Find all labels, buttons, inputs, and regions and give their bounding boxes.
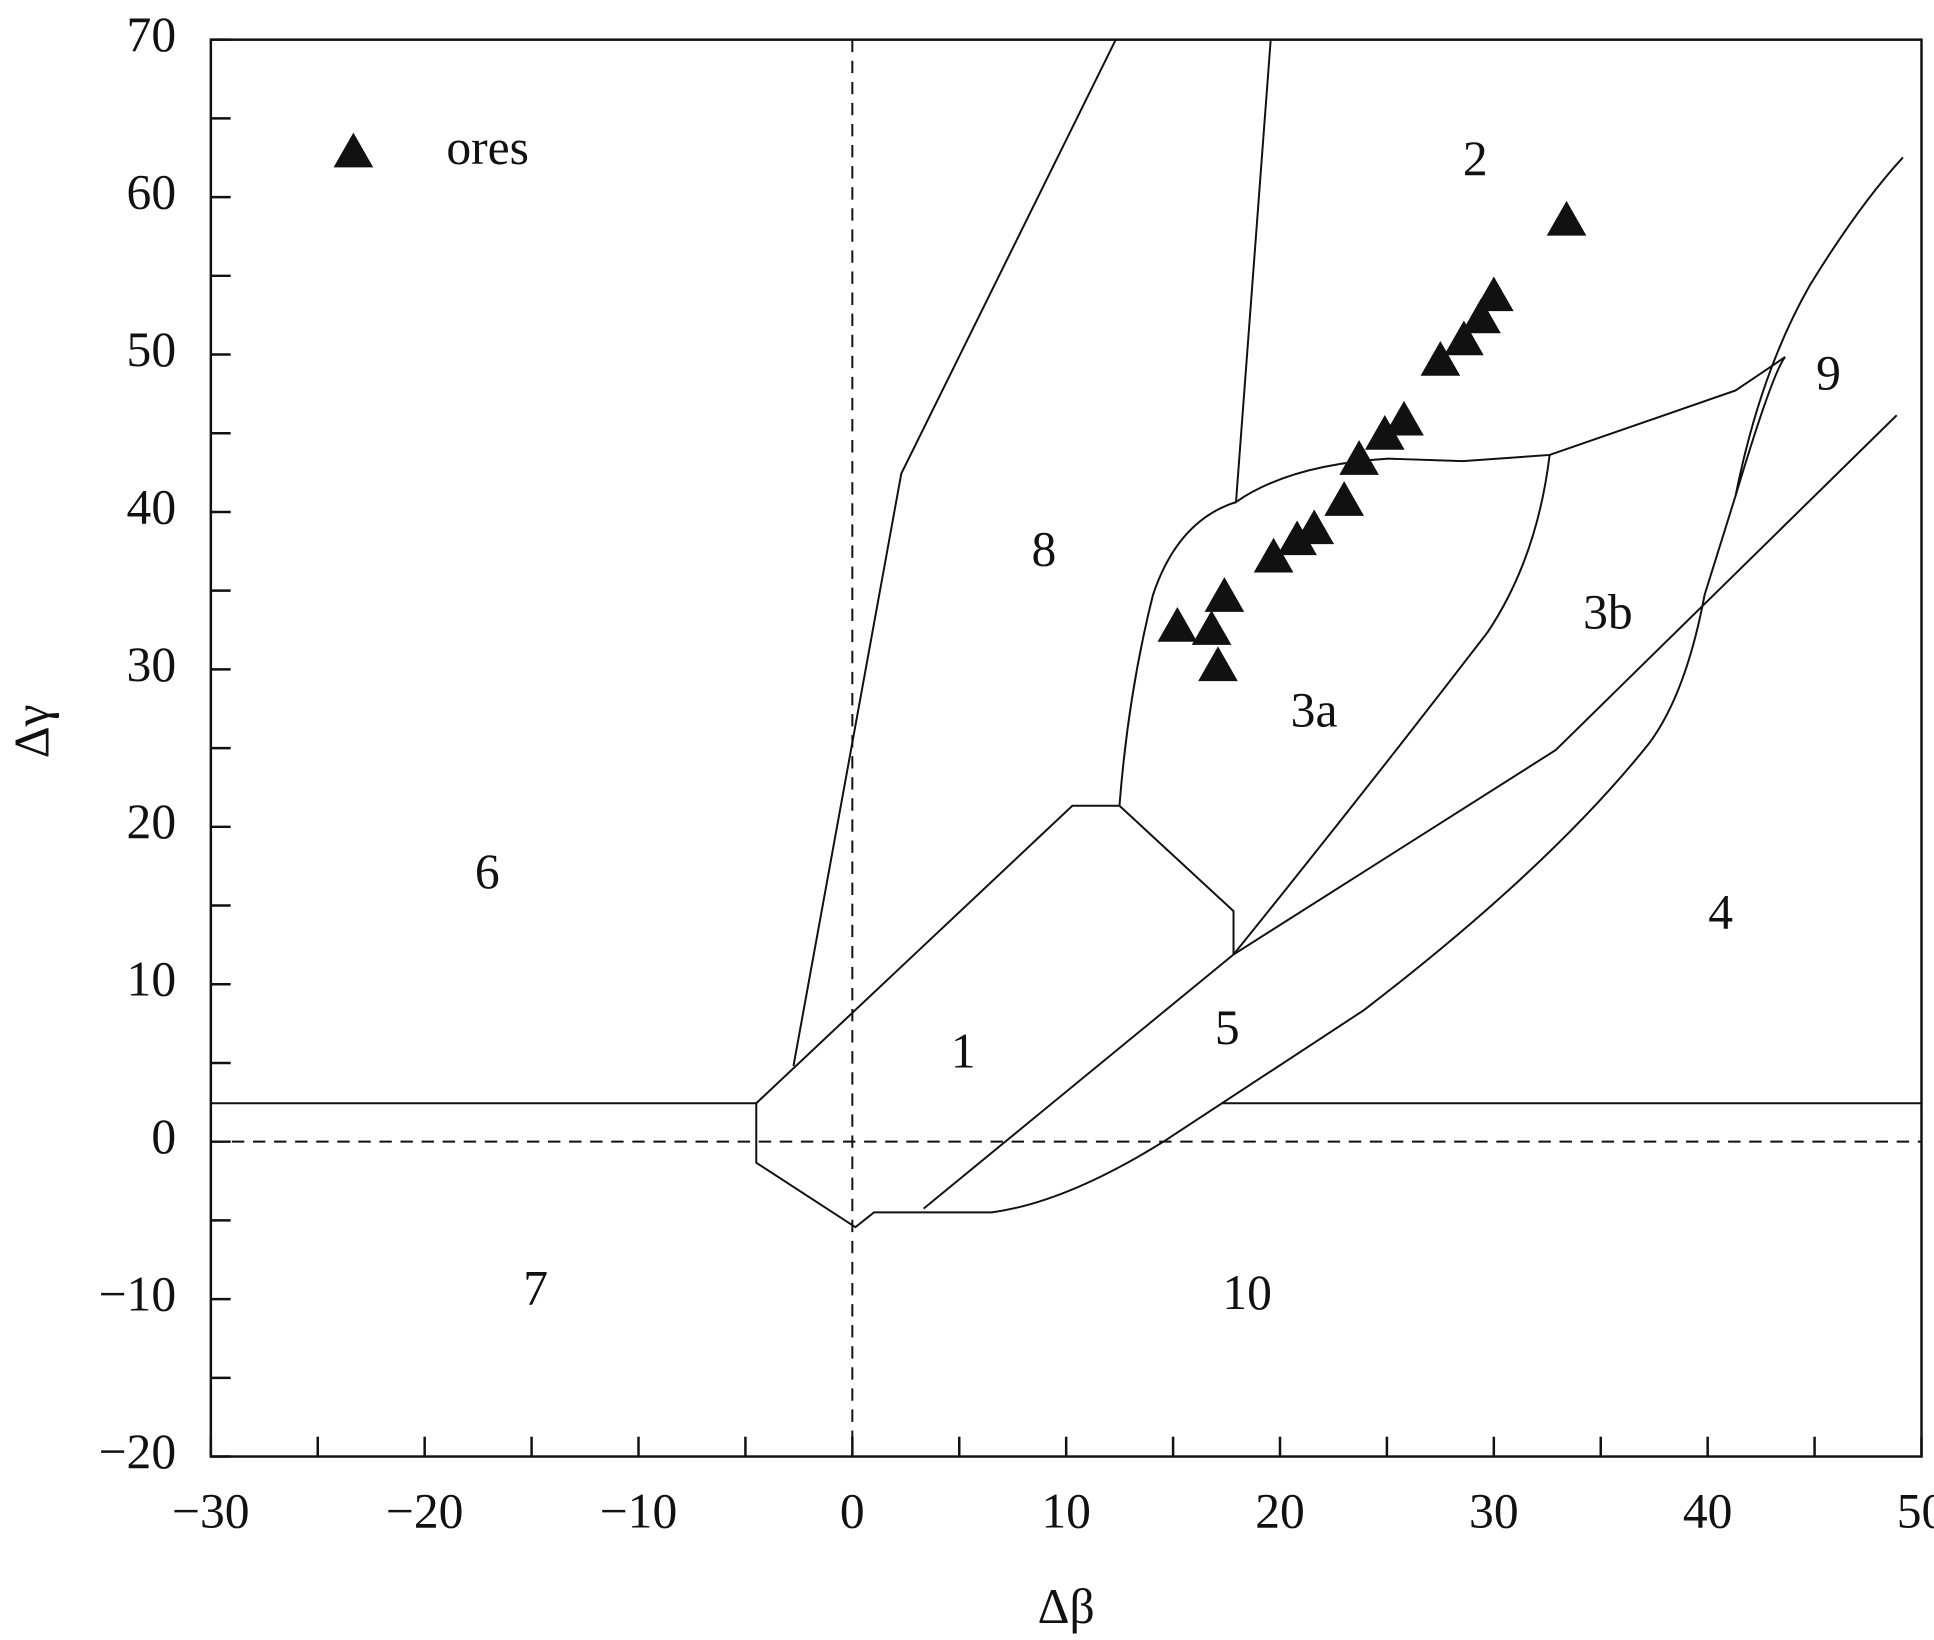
legend-label: ores: [446, 120, 529, 175]
region-label: 10: [1222, 1265, 1272, 1320]
x-tick-label: −10: [600, 1483, 678, 1538]
field-boundaries: [210, 39, 1922, 1229]
y-tick-label: 0: [151, 1109, 176, 1164]
x-tick-label: 20: [1255, 1483, 1305, 1538]
ore-point: [1198, 646, 1238, 682]
x-tick-label: −30: [172, 1483, 250, 1538]
y-tick-label: −20: [99, 1424, 177, 1479]
legend-marker: [333, 132, 374, 168]
x-axis-title: Δβ: [1038, 1579, 1095, 1634]
region-label: 4: [1708, 885, 1733, 940]
y-tick-label: 10: [127, 952, 177, 1007]
x-tick-label: 30: [1469, 1483, 1519, 1538]
ore-point: [1461, 298, 1501, 334]
ore-point: [1384, 400, 1424, 436]
ore-point: [1191, 610, 1232, 645]
y-tick-label: 30: [127, 637, 177, 692]
x-tick-label: 40: [1683, 1483, 1733, 1538]
ore-point: [1420, 340, 1461, 376]
region-label: 5: [1215, 1000, 1240, 1055]
ore-point: [1157, 607, 1198, 642]
x-tick-label: 10: [1041, 1483, 1091, 1538]
ore-point: [1473, 276, 1514, 312]
region-label: 2: [1463, 131, 1488, 186]
region-label: 9: [1816, 345, 1841, 400]
ore-point: [1277, 520, 1317, 556]
ore-point: [1364, 414, 1405, 450]
region-label: 3a: [1291, 683, 1338, 738]
ore-point: [1324, 481, 1364, 516]
y-tick-label: 60: [127, 164, 177, 219]
region-label: 3b: [1583, 585, 1633, 640]
y-tick-label: −10: [99, 1266, 177, 1321]
ore-point: [1339, 440, 1379, 475]
ore-point: [1204, 577, 1245, 612]
region-label: 6: [475, 844, 500, 899]
y-tick-label: 70: [127, 7, 177, 62]
y-tick-label: 50: [127, 322, 177, 377]
region-label: 7: [523, 1260, 548, 1315]
ore-point: [1253, 537, 1294, 573]
y-axis-title: Δγ: [5, 704, 60, 758]
x-tick-label: 50: [1897, 1483, 1934, 1538]
plot-frame: [209, 38, 1923, 1458]
x-tick-label: −20: [386, 1483, 464, 1538]
x-tick-label: 0: [840, 1483, 865, 1538]
region-label: 8: [1031, 521, 1056, 576]
region-label: 1: [951, 1024, 976, 1079]
y-tick-label: 20: [127, 794, 177, 849]
ore-point: [1546, 200, 1587, 236]
ore-point: [1444, 320, 1484, 356]
y-tick-label: 40: [127, 479, 177, 534]
